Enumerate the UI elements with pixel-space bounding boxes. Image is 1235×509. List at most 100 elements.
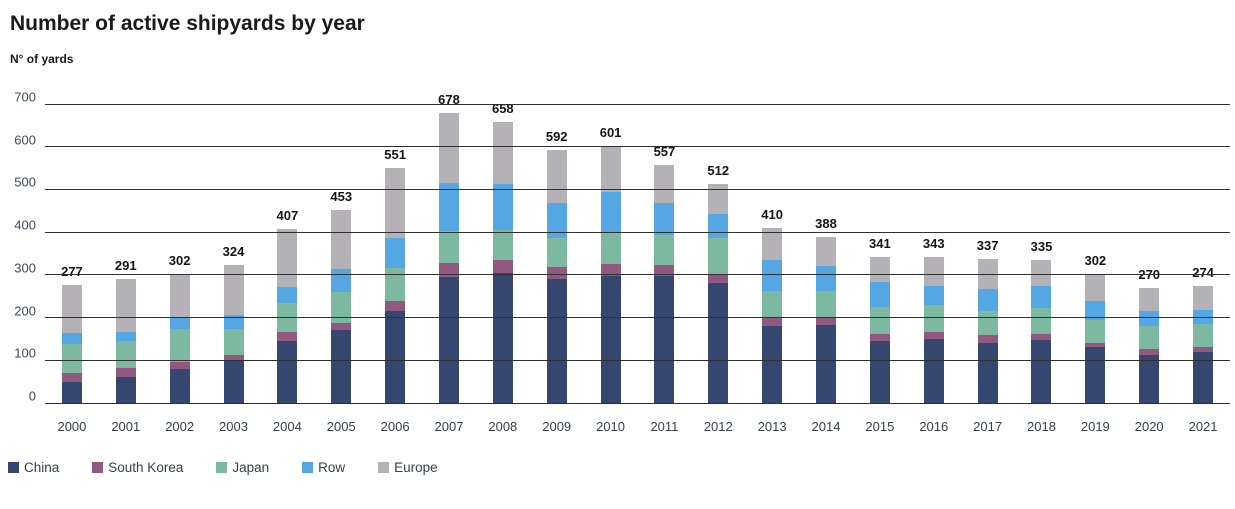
china-swatch-icon: [8, 462, 19, 473]
plot-area: 0 100 200 300 400 500 600 700 277 2000 291 2001 302 2…: [14, 90, 1230, 434]
bar-segment-japan-2005: [331, 292, 352, 324]
y-tick-label-100: 100: [14, 345, 36, 361]
total-label-2015: 341: [869, 236, 891, 252]
legend-item-europe: Europe: [378, 460, 438, 475]
bar-segment-south-korea-2021: [1193, 346, 1214, 352]
x-tick-label-2020: 2020: [1134, 419, 1164, 434]
bar-segment-europe-2013: [762, 227, 783, 260]
x-tick-label-2007: 2007: [434, 419, 464, 434]
bar-segment-japan-2019: [1085, 320, 1106, 344]
y-tick-label-700: 700: [14, 89, 36, 105]
legend-item-row: Row: [302, 460, 345, 475]
y-tick-label-300: 300: [14, 260, 36, 276]
total-label-2011: 557: [653, 144, 676, 160]
bar-segment-japan-2011: [654, 234, 675, 266]
total-label-2014: 388: [815, 216, 837, 232]
bar-2009: 592 2009: [542, 129, 571, 434]
bar-segment-row-2008: [492, 183, 513, 231]
bar-segment-europe-2006: [385, 167, 406, 238]
bar-2013: 410 2013: [758, 207, 787, 434]
bar-segment-europe-2019: [1085, 274, 1106, 301]
total-label-2008: 658: [491, 100, 514, 116]
bar-segment-japan-2014: [816, 291, 837, 318]
bar-segment-japan-2001: [115, 340, 136, 369]
total-label-2012: 512: [707, 163, 730, 179]
bar-segment-china-2014: [816, 325, 837, 403]
x-tick-label-2016: 2016: [919, 419, 949, 434]
x-tick-label-2000: 2000: [57, 419, 87, 434]
bar-segment-europe-2002: [169, 274, 190, 319]
bar-segment-row-2009: [546, 202, 567, 238]
bar-segment-japan-2013: [762, 291, 783, 318]
total-label-2002: 302: [168, 253, 191, 269]
x-tick-label-2010: 2010: [596, 419, 626, 434]
bar-2002: 302 2002: [165, 253, 194, 434]
x-tick-label-2015: 2015: [865, 419, 895, 434]
japan-swatch-icon: [216, 462, 228, 473]
total-label-2017: 337: [976, 238, 999, 254]
gridline-700: [45, 103, 1230, 105]
x-tick-label-2008: 2008: [488, 419, 518, 434]
bar-segment-south-korea-2007: [438, 262, 459, 277]
y-tick-label-500: 500: [14, 174, 36, 190]
bar-segment-row-2007: [438, 182, 459, 231]
bar-segment-china-2017: [977, 343, 998, 403]
bar-2021: 274 2021: [1189, 265, 1218, 434]
gridline-600: [45, 146, 1230, 148]
gridline-100: [45, 359, 1230, 361]
bar-segment-china-2004: [277, 341, 298, 403]
bar-segment-row-2001: [115, 331, 136, 341]
bar-segment-south-korea-2006: [385, 300, 406, 312]
bar-segment-japan-2020: [1139, 325, 1160, 350]
total-label-2007: 678: [438, 92, 460, 108]
legend-label: Row: [318, 460, 346, 475]
bar-segment-south-korea-2003: [223, 354, 244, 362]
bar-segment-japan-2009: [546, 237, 567, 268]
bar-2008: 658 2008: [488, 101, 517, 434]
bar-segment-china-2011: [654, 275, 675, 403]
x-tick-label-2002: 2002: [165, 419, 195, 434]
gridline-400: [45, 231, 1230, 233]
bar-segment-japan-2010: [600, 232, 621, 265]
y-tick-label-400: 400: [14, 217, 36, 233]
bar-2012: 512 2012: [704, 163, 733, 434]
legend-item-japan: Japan: [216, 460, 269, 475]
legend-label: Japan: [232, 460, 270, 475]
bar-segment-europe-2001: [115, 278, 136, 332]
bar-segment-europe-2015: [869, 257, 890, 283]
bar-segment-europe-2008: [492, 121, 513, 184]
x-tick-label-2005: 2005: [326, 419, 356, 434]
bar-segment-south-korea-2005: [331, 323, 352, 331]
chart-title: Number of active shipyards by year: [10, 12, 365, 35]
legend: China South Korea Japan Row Europe: [8, 460, 438, 475]
bar-segment-japan-2008: [492, 230, 513, 260]
bar-segment-row-2005: [331, 269, 352, 293]
bar-2005: 453 2005: [327, 189, 356, 434]
x-tick-label-2006: 2006: [380, 419, 410, 434]
gridline-200: [45, 317, 1230, 319]
legend-item-china: China: [8, 460, 59, 475]
bar-segment-europe-2014: [816, 237, 837, 267]
legend-label: South Korea: [108, 460, 184, 475]
south-korea-swatch-icon: [92, 462, 104, 473]
bar-segment-south-korea-2014: [816, 317, 837, 326]
legend-label: Europe: [394, 460, 438, 475]
bar-2020: 270 2020: [1135, 267, 1164, 434]
bar-segment-china-2006: [385, 311, 406, 403]
total-label-2019: 302: [1084, 253, 1107, 269]
gridline-0: [45, 402, 1230, 404]
bar-segment-europe-2012: [708, 184, 729, 215]
bar-segment-china-2007: [438, 277, 459, 403]
bar-segment-south-korea-2017: [977, 335, 998, 344]
total-label-2005: 453: [330, 188, 353, 204]
bar-segment-row-2015: [869, 282, 890, 308]
bar-2006: 551 2006: [381, 147, 410, 434]
bar-2018: 335 2018: [1027, 239, 1056, 434]
bar-segment-china-2018: [1031, 339, 1052, 403]
bar-segment-japan-2012: [708, 237, 729, 275]
x-tick-label-2012: 2012: [703, 419, 733, 434]
bar-segment-japan-2018: [1031, 308, 1052, 335]
total-label-2004: 407: [276, 208, 299, 224]
total-label-2018: 335: [1030, 238, 1053, 254]
